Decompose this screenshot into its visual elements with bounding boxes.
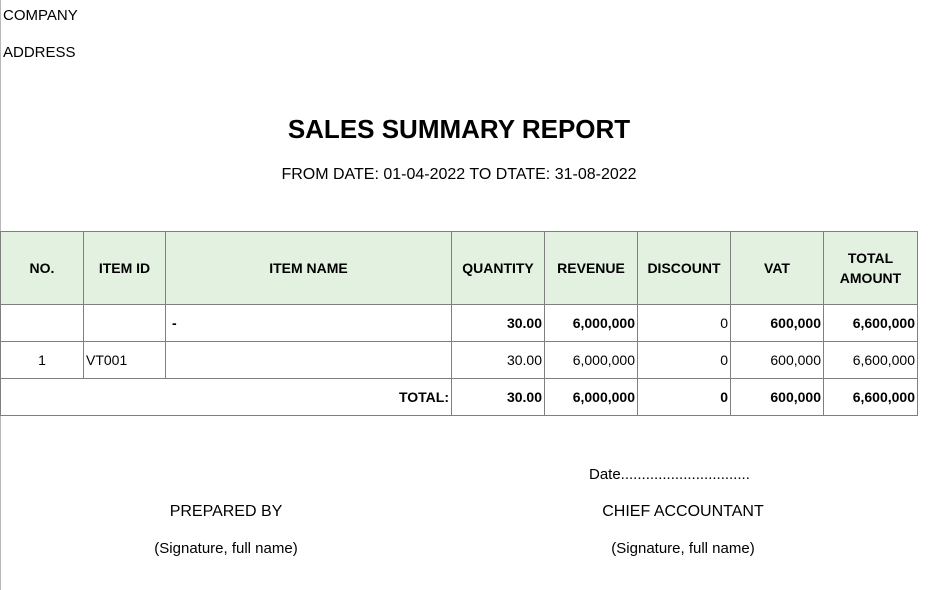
cell-revenue: 6,000,000 xyxy=(544,341,638,379)
total-vat: 600,000 xyxy=(730,378,824,416)
col-header-no: NO. xyxy=(0,231,84,305)
chief-accountant-label: CHIEF ACCOUNTANT xyxy=(602,503,764,520)
report-title: SALES SUMMARY REPORT xyxy=(287,114,631,144)
total-quantity: 30.00 xyxy=(451,378,545,416)
col-header-quantity: QUANTITY xyxy=(451,231,545,305)
cell-item-id: VT001 xyxy=(83,341,166,379)
cell-revenue: 6,000,000 xyxy=(544,304,638,342)
col-header-vat: VAT xyxy=(730,231,824,305)
cell-discount: 0 xyxy=(637,304,731,342)
cell-quantity: 30.00 xyxy=(451,341,545,379)
col-header-item-id: ITEM ID xyxy=(83,231,166,305)
col-header-total-line2: AMOUNT xyxy=(839,270,902,286)
cell-no: 1 xyxy=(0,341,84,379)
cell-item-name xyxy=(165,341,452,379)
address-label: ADDRESS xyxy=(3,44,76,61)
cell-discount: 0 xyxy=(637,341,731,379)
cell-item-id xyxy=(83,304,166,342)
chief-accountant-signature-note: (Signature, full name) xyxy=(611,540,755,557)
company-label: COMPANY xyxy=(3,7,78,24)
cell-quantity: 30.00 xyxy=(451,304,545,342)
total-label: TOTAL: xyxy=(0,378,452,416)
table-row: 1 VT001 30.00 6,000,000 0 600,000 6,600,… xyxy=(0,341,918,379)
cell-no xyxy=(0,304,84,342)
prepared-by-label: PREPARED BY xyxy=(169,503,283,520)
total-amount: 6,600,000 xyxy=(823,378,918,416)
header-row: NO. ITEM ID ITEM NAME QUANTITY REVENUE D… xyxy=(0,231,918,305)
table-header: NO. ITEM ID ITEM NAME QUANTITY REVENUE D… xyxy=(0,231,918,305)
total-row: TOTAL: 30.00 6,000,000 0 600,000 6,600,0… xyxy=(0,378,918,416)
total-revenue: 6,000,000 xyxy=(544,378,638,416)
report-period: FROM DATE: 01-04-2022 TO DTATE: 31-08-20… xyxy=(281,166,637,183)
col-header-item-name: ITEM NAME xyxy=(165,231,452,305)
col-header-total-line1: TOTAL xyxy=(847,250,894,266)
total-discount: 0 xyxy=(637,378,731,416)
cell-vat: 600,000 xyxy=(730,304,824,342)
col-header-discount: DISCOUNT xyxy=(637,231,731,305)
prepared-by-signature-note: (Signature, full name) xyxy=(154,540,298,557)
col-header-revenue: REVENUE xyxy=(544,231,638,305)
cell-item-name: - xyxy=(165,304,452,342)
date-line: Date............................... xyxy=(589,466,750,483)
group-row: - 30.00 6,000,000 0 600,000 6,600,000 xyxy=(0,304,918,342)
cell-vat: 600,000 xyxy=(730,341,824,379)
col-header-total-amount: TOTAL AMOUNT xyxy=(823,231,918,305)
cell-total-amount: 6,600,000 xyxy=(823,341,918,379)
cell-total-amount: 6,600,000 xyxy=(823,304,918,342)
sales-summary-table: NO. ITEM ID ITEM NAME QUANTITY REVENUE D… xyxy=(0,231,918,416)
